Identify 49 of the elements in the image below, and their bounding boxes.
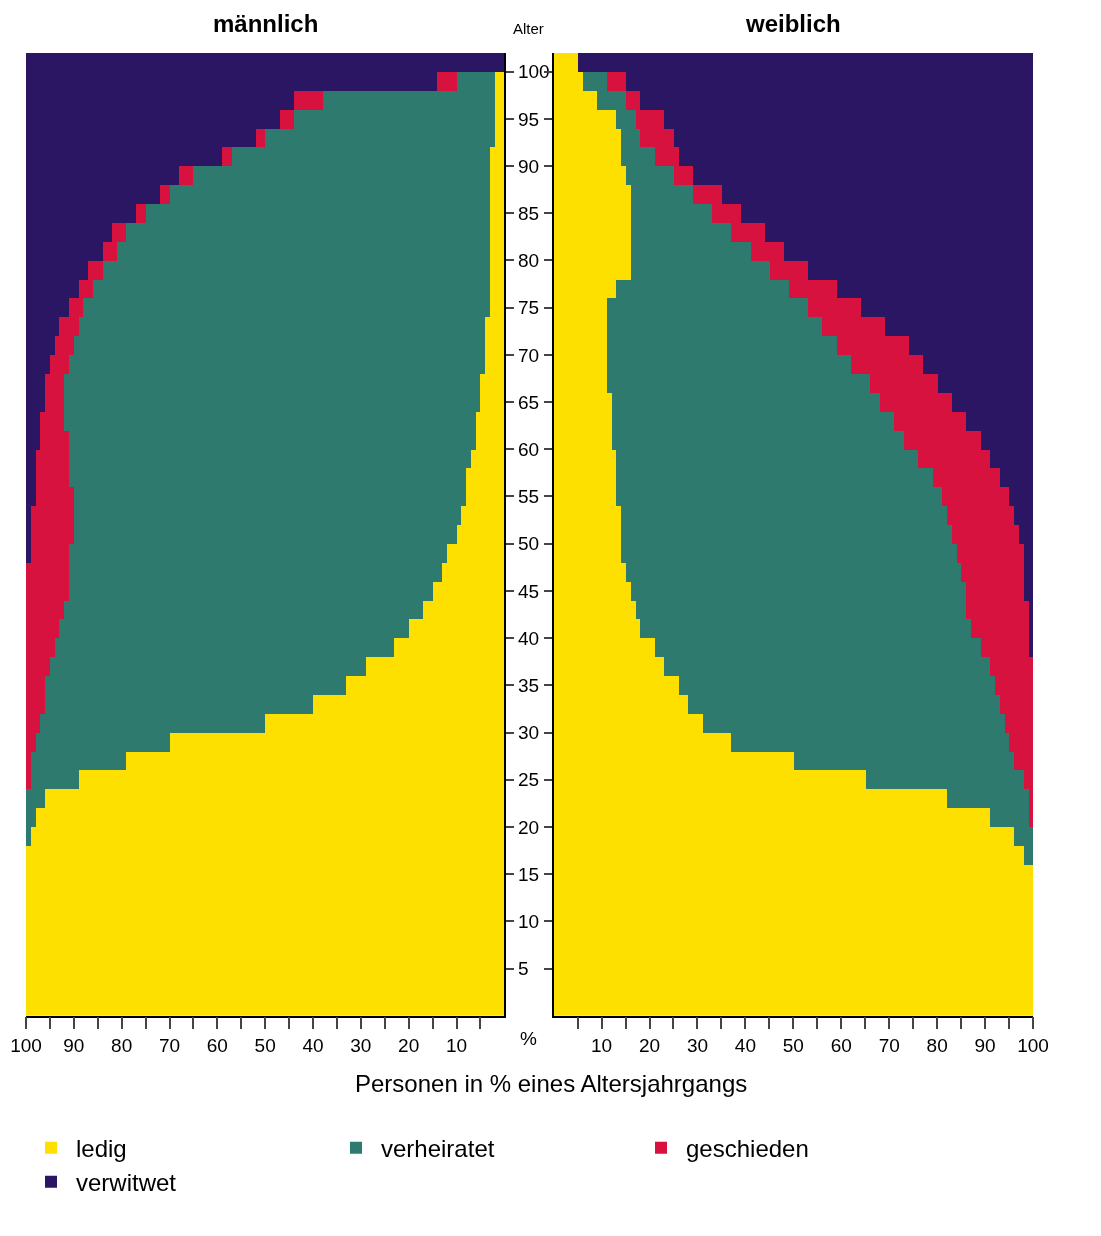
x-tick-label: 70 (158, 1035, 181, 1057)
y-tick-label: 45 (517, 580, 540, 602)
y-tick-label: 95 (517, 108, 540, 130)
x-tick-label: 30 (686, 1035, 709, 1057)
x-tick-label: 70 (878, 1035, 900, 1057)
y-tick-label: 55 (517, 486, 540, 508)
y-tick-label: 85 (517, 202, 540, 224)
y-tick-label: 50 (517, 533, 540, 555)
legend-label: verheiratet (381, 1135, 495, 1162)
y-axis-title: Alter (513, 20, 544, 37)
y-tick-label: 75 (517, 297, 540, 319)
y-tick-label: 40 (517, 627, 540, 649)
x-tick-label: 40 (302, 1035, 324, 1057)
x-tick-label: 60 (206, 1035, 228, 1057)
x-tick-label: 80 (926, 1035, 948, 1057)
legend-label: ledig (76, 1135, 127, 1162)
x-tick-label: 50 (254, 1035, 276, 1057)
y-tick-label: 100 (517, 61, 550, 83)
x-tick-label: 40 (734, 1035, 756, 1057)
text: % (520, 1028, 537, 1049)
y-tick-label: 25 (517, 769, 540, 791)
y-tick-label: 60 (517, 438, 540, 460)
x-tick-label: 80 (111, 1035, 133, 1057)
x-tick-label: 10 (445, 1035, 468, 1057)
x-tick-label: 20 (398, 1035, 420, 1057)
x-axis-title: Personen in % eines Altersjahrgangs (355, 1070, 748, 1097)
legend-label: geschieden (686, 1135, 809, 1162)
legend-label: verwitwet (76, 1169, 177, 1197)
x-tick-label: 10 (591, 1035, 613, 1057)
y-tick-label: 10 (517, 910, 540, 932)
chart-title: weiblich (745, 10, 841, 37)
x-tick-label: 60 (830, 1035, 852, 1057)
x-tick-label: 100 (10, 1035, 42, 1057)
y-tick-label: 90 (517, 155, 540, 177)
y-tick-label: 5 (517, 958, 529, 980)
y-tick-label: 35 (517, 674, 540, 696)
y-tick-label: 70 (517, 344, 540, 366)
y-tick-label: 30 (517, 722, 540, 744)
x-tick-label: 50 (782, 1035, 804, 1057)
y-tick-label: 20 (517, 816, 540, 838)
x-tick-label: 90 (974, 1035, 996, 1057)
x-tick-label: 90 (63, 1035, 85, 1057)
chart-title: männlich (213, 10, 319, 37)
y-tick-label: 80 (517, 250, 540, 272)
x-tick-label: 20 (638, 1035, 661, 1057)
y-tick-label: 65 (517, 391, 540, 413)
y-tick-label: 15 (517, 863, 540, 885)
x-tick-label: 30 (350, 1035, 372, 1057)
x-tick-label: 100 (1017, 1035, 1049, 1057)
